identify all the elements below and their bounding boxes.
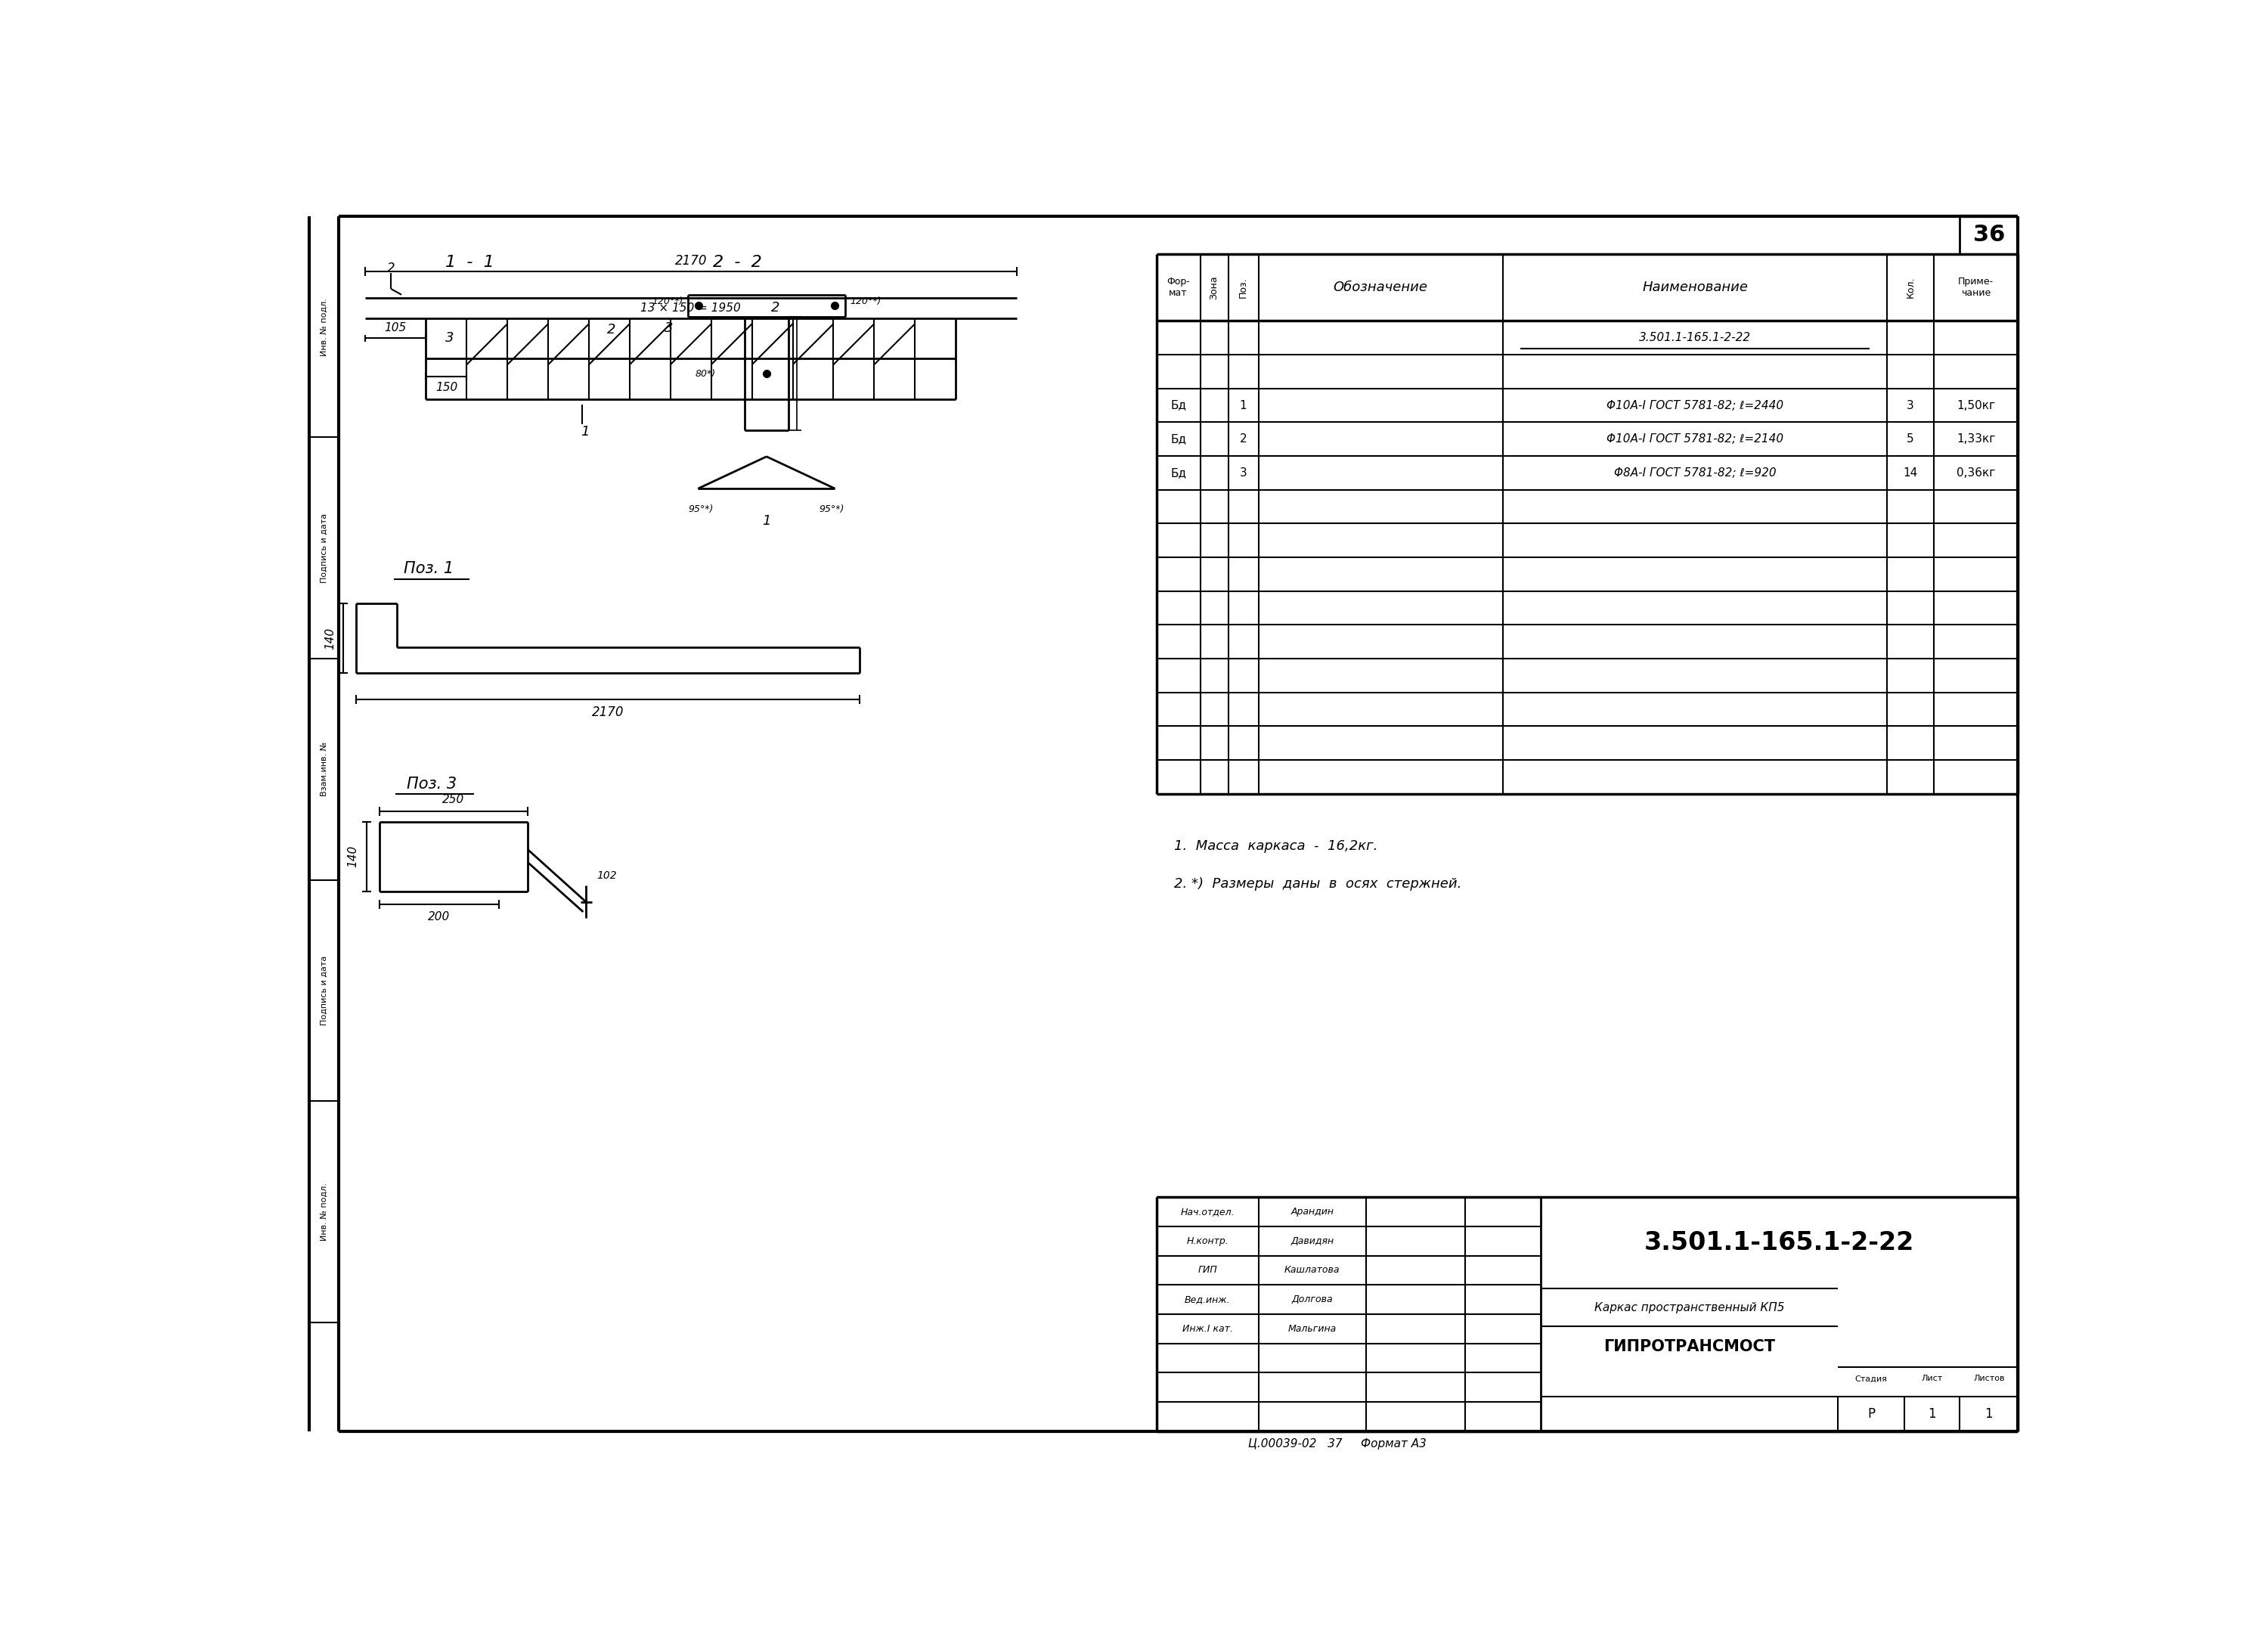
Text: Поз. 1: Поз. 1 [404, 561, 454, 576]
Text: 3: 3 [665, 321, 674, 336]
Text: Ц.00039-02   37     Формат А3: Ц.00039-02 37 Формат А3 [1247, 1439, 1427, 1450]
Text: Обозначение: Обозначение [1334, 281, 1429, 294]
Text: Стадия: Стадия [1855, 1375, 1887, 1383]
Text: Листов: Листов [1973, 1375, 2005, 1383]
Text: 1,33кг: 1,33кг [1957, 434, 1996, 445]
Text: Наименование: Наименование [1642, 281, 1749, 294]
Text: 0,36кг: 0,36кг [1957, 466, 1996, 478]
Text: ГИПРОТРАНСМОСТ: ГИПРОТРАНСМОСТ [1603, 1339, 1776, 1354]
Text: 2. *)  Размеры  даны  в  осях  стержней.: 2. *) Размеры даны в осях стержней. [1175, 877, 1461, 891]
Text: 150: 150 [435, 382, 458, 393]
Text: 105: 105 [383, 323, 406, 334]
Text: 1: 1 [1928, 1408, 1937, 1421]
Text: Каркас пространственный КП5: Каркас пространственный КП5 [1594, 1302, 1785, 1313]
Text: Давидян: Давидян [1290, 1236, 1334, 1246]
Text: 2: 2 [771, 302, 780, 315]
Text: Р: Р [1867, 1408, 1876, 1421]
Text: Инж.І кат.: Инж.І кат. [1182, 1324, 1234, 1334]
Text: 3: 3 [1241, 466, 1247, 478]
Text: Подпись и дата: Подпись и дата [320, 514, 329, 582]
Text: 2: 2 [388, 261, 395, 276]
Text: Взам.инв. №: Взам.инв. № [320, 742, 329, 796]
Text: Зона: Зона [1209, 276, 1220, 300]
Text: Арандин: Арандин [1290, 1207, 1334, 1217]
Text: 1.  Масса  каркаса  -  16,2кг.: 1. Масса каркаса - 16,2кг. [1175, 840, 1377, 853]
Text: Подпись и дата: Подпись и дата [320, 956, 329, 1026]
Text: 14: 14 [1903, 466, 1919, 478]
Text: 1: 1 [581, 424, 590, 439]
Text: 95°*): 95°*) [689, 504, 714, 514]
Text: Кол.: Кол. [1905, 277, 1914, 298]
Text: 95°*): 95°*) [819, 504, 844, 514]
Text: ГИП: ГИП [1198, 1266, 1218, 1275]
Text: Φ10А-І ГОСТ 5781-82; ℓ=2440: Φ10А-І ГОСТ 5781-82; ℓ=2440 [1606, 400, 1783, 411]
Text: 2170: 2170 [676, 254, 708, 267]
Text: 1  -  1: 1 - 1 [445, 254, 494, 271]
Text: Фор-
мат: Фор- мат [1166, 277, 1191, 298]
Text: Н.контр.: Н.контр. [1186, 1236, 1229, 1246]
Text: Кашлатова: Кашлатова [1284, 1266, 1340, 1275]
Text: Бд: Бд [1170, 466, 1186, 478]
Text: 5: 5 [1907, 434, 1914, 445]
Text: 36: 36 [1973, 223, 2005, 246]
Text: 3: 3 [445, 331, 454, 346]
Text: 13 × 150 = 1950: 13 × 150 = 1950 [640, 302, 742, 313]
Text: Лист: Лист [1921, 1375, 1944, 1383]
Text: 3.501.1-165.1-2-22: 3.501.1-165.1-2-22 [1640, 333, 1751, 344]
Text: Бд: Бд [1170, 400, 1186, 411]
Text: Нач.отдел.: Нач.отдел. [1179, 1207, 1234, 1217]
Text: 120°*): 120°*) [651, 297, 683, 307]
Text: 250: 250 [442, 794, 465, 806]
Text: 200: 200 [429, 912, 449, 923]
Text: Вед.инж.: Вед.инж. [1184, 1295, 1229, 1305]
Text: Долгова: Долгова [1290, 1295, 1334, 1305]
Text: 120°*): 120°*) [850, 297, 880, 307]
Text: 3.501.1-165.1-2-22: 3.501.1-165.1-2-22 [1644, 1230, 1914, 1256]
Text: 1: 1 [762, 514, 771, 527]
Text: Приме-
чание: Приме- чание [1957, 277, 1994, 298]
Text: 1: 1 [1984, 1408, 1994, 1421]
Text: Поз. 3: Поз. 3 [406, 776, 456, 791]
Text: Φ10А-І ГОСТ 5781-82; ℓ=2140: Φ10А-І ГОСТ 5781-82; ℓ=2140 [1606, 434, 1783, 445]
Text: 102: 102 [596, 871, 617, 881]
Text: 2: 2 [608, 323, 615, 336]
Text: 1: 1 [1241, 400, 1247, 411]
Text: Бд: Бд [1170, 434, 1186, 445]
Text: Φ8А-І ГОСТ 5781-82; ℓ=920: Φ8А-І ГОСТ 5781-82; ℓ=920 [1615, 466, 1776, 478]
Text: Инв. № подл.: Инв. № подл. [320, 1182, 329, 1241]
Text: 140: 140 [347, 845, 358, 868]
Text: 80*): 80*) [694, 369, 717, 378]
Text: Поз.: Поз. [1238, 277, 1247, 298]
Text: Инв. № подл.: Инв. № подл. [320, 297, 329, 356]
Text: 3: 3 [1907, 400, 1914, 411]
Text: Мальгина: Мальгина [1288, 1324, 1336, 1334]
Text: 2  -  2: 2 - 2 [712, 254, 762, 271]
Text: 2: 2 [1241, 434, 1247, 445]
Text: 2170: 2170 [592, 705, 624, 719]
Text: 140: 140 [324, 628, 336, 649]
Text: 1,50кг: 1,50кг [1957, 400, 1996, 411]
